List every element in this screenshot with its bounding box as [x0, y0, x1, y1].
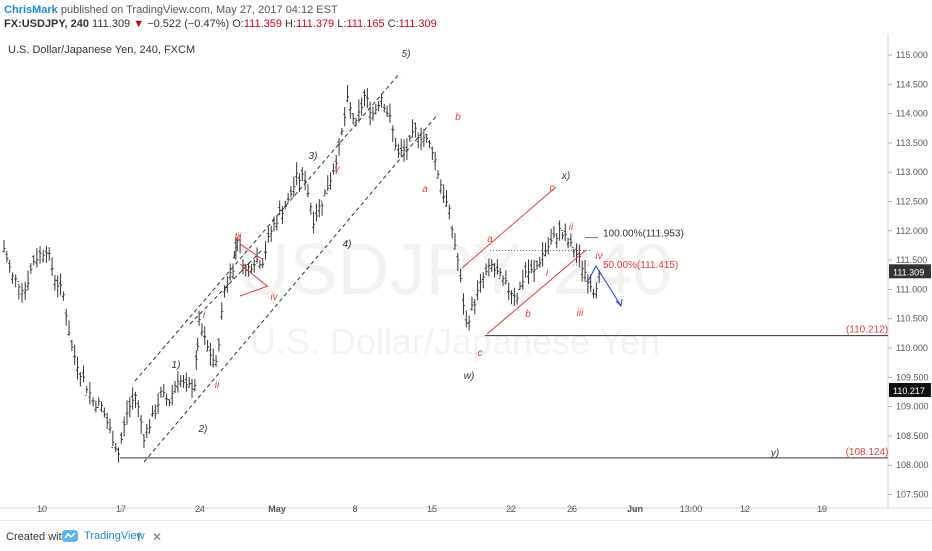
author-link[interactable]: ChrisMark	[4, 4, 58, 16]
watermark-name: U.S. Dollar/Japanese Yen	[250, 321, 660, 362]
y-tick-label: 108.000	[896, 460, 929, 470]
wave-triangle-base	[239, 285, 269, 297]
wave-label: b	[455, 112, 461, 123]
tradingview-brand[interactable]: TradingView	[84, 530, 145, 542]
wave-label: iv	[270, 292, 278, 303]
low-value: 111.165	[346, 18, 385, 30]
change-value: −0.522 (−0.47%)	[147, 18, 230, 30]
x-tick-label: 24	[195, 504, 205, 514]
y-tick-label: 112.500	[896, 197, 928, 207]
x-tick-label: 17	[116, 504, 126, 514]
facebook-icon[interactable]: f	[137, 530, 141, 544]
x-tick-label: 15	[427, 504, 437, 514]
wave-label: i	[203, 310, 206, 321]
impulse-channel-upper	[134, 72, 401, 382]
wave-label: b	[525, 309, 531, 320]
y-tick-label: 114.000	[896, 109, 928, 119]
y-tick-label: 107.500	[896, 490, 929, 500]
cursor-price-tag-text: 110.217	[893, 386, 925, 396]
wave-label: x)	[561, 171, 570, 182]
y-tick-label: 115.000	[896, 50, 928, 60]
down-arrow-icon: ▼	[133, 18, 145, 30]
wave-label: c	[478, 348, 483, 359]
wave-label: a	[422, 184, 428, 195]
close-label: C:	[387, 18, 399, 30]
x-tick-label: 22	[506, 504, 516, 514]
wave-label: w)	[464, 371, 475, 382]
wave-label: iii	[577, 308, 584, 319]
wave-label: 5)	[402, 49, 411, 60]
close-value: 111.309	[398, 18, 437, 30]
open-value: 111.359	[243, 18, 282, 30]
wave-label: ii	[215, 380, 220, 391]
x-tick-label: Jun	[627, 504, 643, 514]
open-label: O:	[232, 18, 244, 30]
x-tick-label: 10	[37, 504, 47, 514]
ohlc-line: FX:USDJPY, 240 111.309 ▼ −0.522 (−0.47%)…	[4, 18, 437, 30]
wave-label: c	[550, 183, 555, 194]
footer: Created with TradingView f ✕	[0, 520, 932, 551]
wave-iv-channel-upper	[189, 249, 263, 325]
y-tick-label: 108.500	[896, 431, 929, 441]
last-price: 111.309	[92, 18, 131, 30]
wave-label: 1)	[172, 360, 181, 371]
chart-title: U.S. Dollar/Japanese Yen, 240, FXCM	[8, 44, 195, 56]
wave-label: iv	[595, 251, 603, 262]
y-tick-label: 110.500	[896, 314, 928, 324]
y-tick-label: 113.000	[896, 167, 928, 177]
wave-label: ii	[569, 222, 574, 233]
twitter-icon[interactable]: ✕	[152, 530, 163, 544]
level-label: (108.124)	[846, 447, 889, 458]
low-label: L:	[337, 18, 347, 30]
y-tick-label: 112.000	[896, 226, 928, 236]
created-with-text: Created with	[6, 531, 68, 543]
x-tick-label: 12	[740, 504, 750, 514]
impulse-channel-lower	[143, 113, 439, 463]
y-tick-label: 114.500	[896, 79, 928, 89]
tradingview-logo-icon[interactable]	[60, 529, 80, 543]
symbol-label: FX:USDJPY, 240	[4, 18, 89, 30]
y-tick-label: 109.000	[896, 402, 929, 412]
high-label: H:	[285, 18, 297, 30]
x-tick-label: 8	[352, 504, 357, 514]
fib-100-label: 100.00%(111.953)	[603, 229, 684, 240]
fib-50-label: 50.00%(111.415)	[603, 260, 678, 271]
corrective-channel-upper	[461, 186, 557, 269]
cursor-price-tag	[889, 383, 931, 397]
y-tick-label: 111.000	[896, 284, 927, 294]
last-price-tag-text: 111.309	[893, 267, 924, 277]
chart-area[interactable]: USDJPY, 240 U.S. Dollar/Japanese Yen U.S. …	[0, 34, 932, 516]
wave-label: iii	[235, 232, 242, 243]
wave-label: 3)	[309, 151, 318, 162]
projection-path	[587, 265, 622, 307]
wave-label: 2)	[198, 424, 208, 435]
x-tick-label: 19	[817, 504, 827, 514]
last-price-tag	[889, 264, 931, 279]
level-label: (110.212)	[846, 325, 888, 336]
x-tick-label: May	[268, 504, 286, 514]
chart-header: ChrisMark published on TradingView.com, …	[0, 0, 932, 32]
publish-line: ChrisMark published on TradingView.com, …	[4, 4, 338, 16]
y-tick-label: 113.500	[896, 138, 928, 148]
wave-triangle	[239, 243, 268, 287]
wave-label: a	[487, 234, 493, 245]
y-tick-label: 110.000	[896, 343, 928, 353]
high-value: 111.379	[296, 18, 335, 30]
wave-label: v	[335, 164, 341, 175]
y-tick-label: 109.500	[896, 372, 929, 382]
wave-label: 4)	[343, 239, 352, 250]
corrective-channel-lower	[486, 249, 587, 335]
published-text: published on TradingView.com, May 27, 20…	[60, 4, 338, 16]
x-tick-label: 26	[567, 504, 577, 514]
y-tick-label: 111.500	[896, 255, 927, 265]
wave-label: i	[546, 268, 549, 279]
projection-arrowhead-icon	[615, 298, 623, 308]
wave-label: y)	[770, 448, 779, 459]
x-tick-label: 13:00	[680, 504, 703, 514]
